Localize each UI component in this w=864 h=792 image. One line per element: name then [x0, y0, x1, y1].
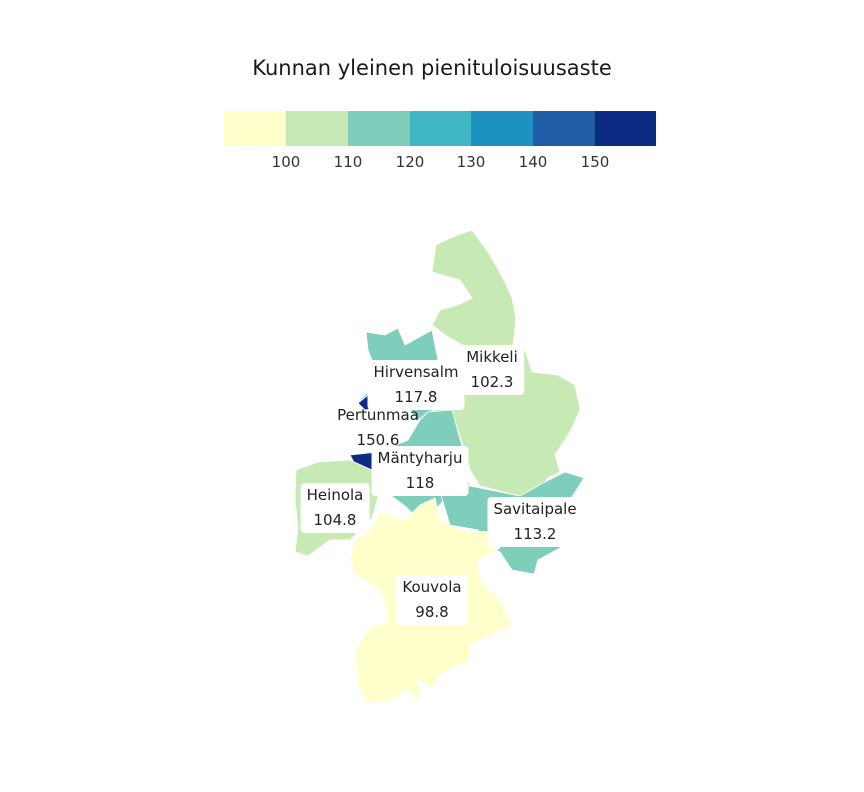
label-name: Mikkeli	[466, 348, 518, 366]
label-name: Kouvola	[402, 578, 462, 596]
label-name: Savitaipale	[493, 500, 577, 518]
legend-tick-140: 140	[518, 153, 548, 171]
label-savitaipale: Savitaipale 113.2	[487, 497, 583, 547]
legend-swatch-7	[595, 111, 656, 146]
label-mikkeli: Mikkeli 102.3	[460, 345, 524, 395]
label-name: Heinola	[306, 486, 364, 504]
label-value: 118	[405, 474, 435, 492]
legend-tick-100: 100	[271, 153, 301, 171]
color-legend: 100 110 120 130 140 150	[224, 111, 656, 171]
legend-tick-110: 110	[333, 153, 363, 171]
legend-swatch-2	[286, 111, 348, 146]
legend-tick-120: 120	[395, 153, 425, 171]
label-pertunmaa: Pertunmaa 150.6	[331, 403, 425, 453]
legend-tick-150: 150	[580, 153, 610, 171]
label-hirvensalmi: Hirvensalm 117.8	[367, 360, 465, 410]
map-title: Kunnan yleinen pienituloisuusaste	[252, 56, 612, 80]
label-heinola: Heinola 104.8	[300, 483, 370, 533]
legend-tick-130: 130	[456, 153, 486, 171]
label-mantyharju: Mäntyharju 118	[371, 446, 469, 496]
legend-swatch-4	[410, 111, 471, 146]
label-value: 98.8	[415, 603, 449, 621]
label-value: 113.2	[513, 525, 557, 543]
label-value: 102.3	[470, 373, 514, 391]
label-kouvola: Kouvola 98.8	[396, 575, 468, 625]
label-value: 117.8	[394, 388, 438, 406]
legend-swatch-6	[533, 111, 595, 146]
label-name: Pertunmaa	[337, 406, 419, 424]
label-value: 104.8	[313, 511, 357, 529]
legend-swatch-3	[348, 111, 410, 146]
legend-swatch-1	[224, 111, 286, 146]
legend-swatch-5	[471, 111, 533, 146]
label-name: Hirvensalm	[373, 363, 459, 381]
label-name: Mäntyharju	[377, 449, 463, 467]
label-value: 150.6	[356, 431, 400, 449]
